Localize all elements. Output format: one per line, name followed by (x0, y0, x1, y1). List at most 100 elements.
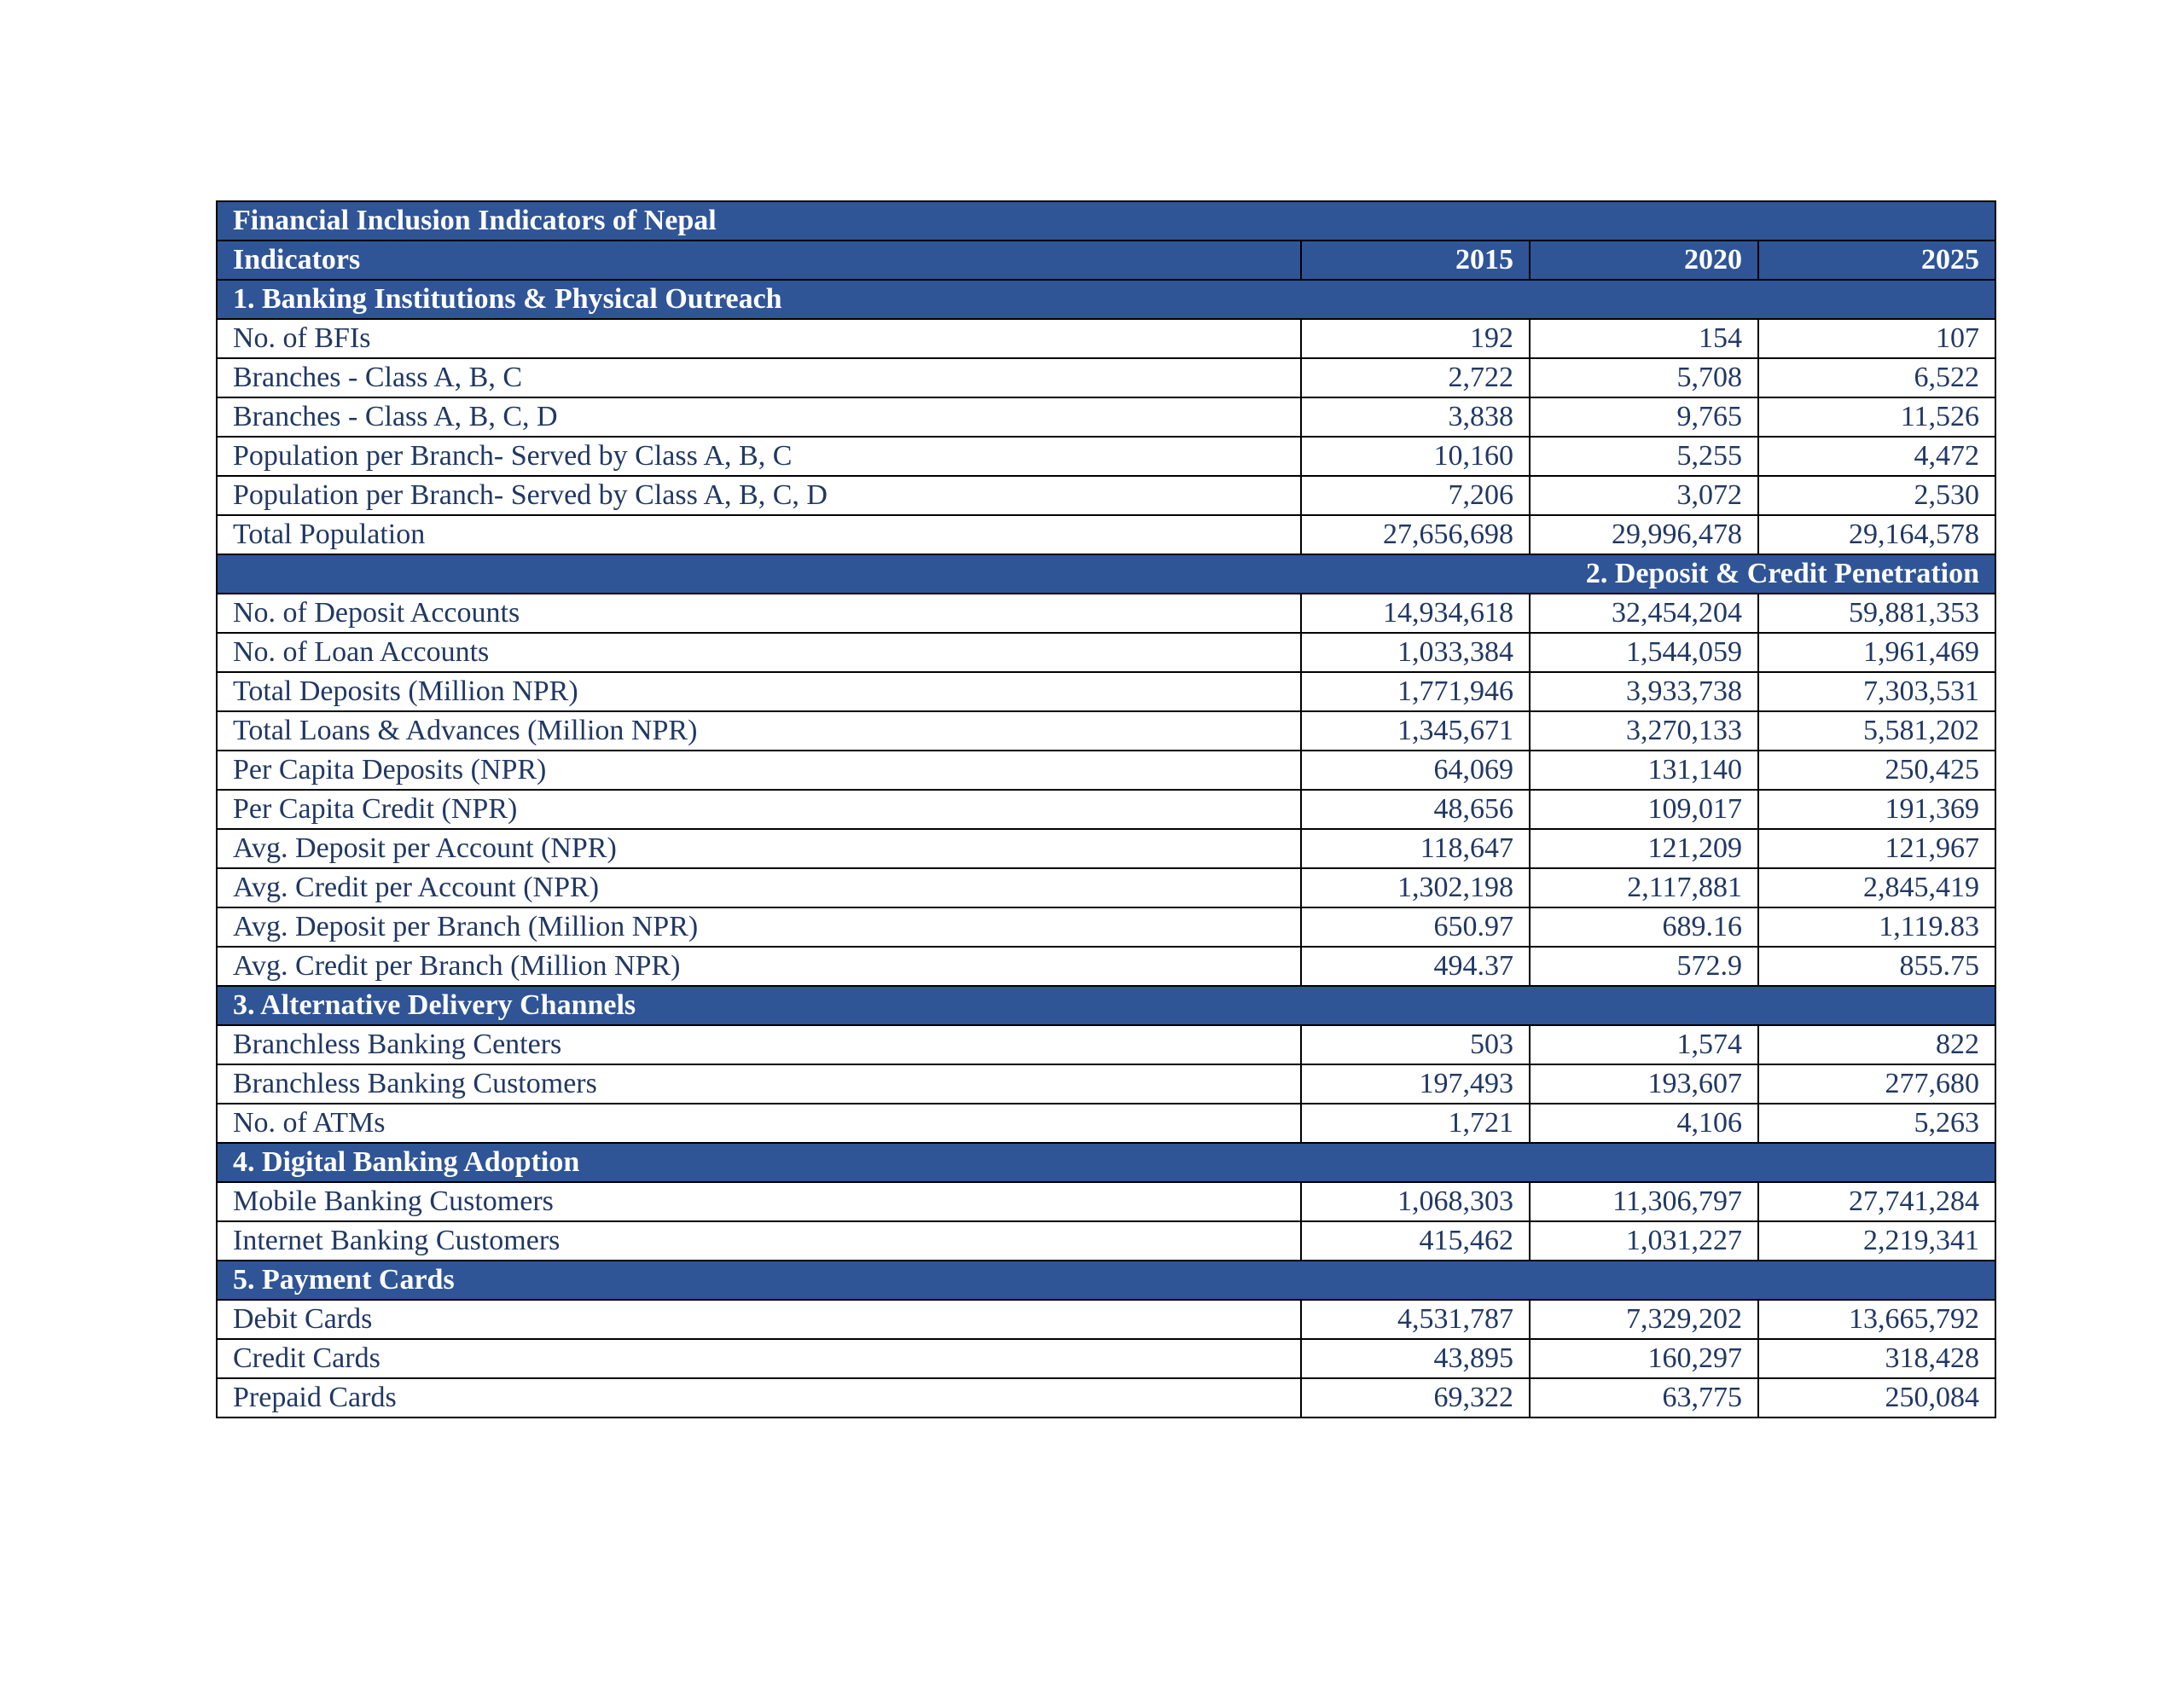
value-cell-2025: 250,425 (1757, 750, 1996, 791)
section-title: 5. Payment Cards (217, 1260, 1995, 1301)
value-cell-2020: 9,765 (1529, 397, 1759, 438)
value-cell-2015: 503 (1300, 1024, 1531, 1065)
value-cell-2025: 2,219,341 (1757, 1220, 1996, 1261)
value-cell-2025: 277,680 (1757, 1064, 1996, 1104)
value-cell-2025: 6,522 (1757, 357, 1996, 398)
value-cell-2025: 59,881,353 (1757, 593, 1996, 634)
value-cell-2015: 197,493 (1300, 1064, 1531, 1104)
value-cell-2025: 27,741,284 (1757, 1181, 1996, 1222)
table-row: No. of Loan Accounts 1,033,384 1,544,059 1,… (216, 632, 1996, 673)
indicator-label: Credit Cards (216, 1338, 1302, 1379)
indicator-label: Avg. Deposit per Account (NPR) (216, 828, 1302, 869)
section-header-row: 5. Payment Cards (217, 1260, 1995, 1301)
value-cell-2015: 118,647 (1300, 828, 1531, 869)
header-indicators: Indicators (216, 240, 1302, 281)
indicator-label: No. of BFIs (216, 318, 1302, 359)
indicator-label: Per Capita Deposits (NPR) (216, 750, 1302, 791)
value-cell-2015: 494.37 (1300, 946, 1531, 987)
table-header-row: Indicators 2015 2020 2025 (216, 240, 1996, 281)
value-cell-2025: 2,845,419 (1757, 867, 1996, 908)
value-cell-2015: 3,838 (1300, 397, 1531, 438)
table-row: Branchless Banking Customers 197,493 193,6… (216, 1064, 1996, 1104)
indicator-label: Avg. Credit per Account (NPR) (216, 867, 1302, 908)
value-cell-2020: 11,306,797 (1529, 1181, 1759, 1222)
table-title: Financial Inclusion Indicators of Nepal (217, 201, 1995, 241)
indicator-label: Branchless Banking Centers (216, 1024, 1302, 1065)
value-cell-2015: 1,345,671 (1300, 710, 1531, 751)
value-cell-2025: 5,581,202 (1757, 710, 1996, 751)
table-row: Total Population 27,656,698 29,996,478 29,1… (216, 514, 1996, 555)
value-cell-2020: 7,329,202 (1529, 1299, 1759, 1340)
value-cell-2015: 10,160 (1300, 436, 1531, 477)
table-row: Branchless Banking Centers 503 1,574 822 (216, 1024, 1996, 1065)
value-cell-2020: 5,255 (1529, 436, 1759, 477)
value-cell-2015: 27,656,698 (1300, 514, 1531, 555)
value-cell-2015: 7,206 (1300, 475, 1531, 516)
table-row: Avg. Deposit per Branch (Million NPR) 650… (216, 907, 1996, 948)
value-cell-2015: 64,069 (1300, 750, 1531, 791)
header-year-2015: 2015 (1300, 240, 1531, 281)
table-row: Internet Banking Customers 415,462 1,031,2… (216, 1220, 1996, 1261)
table-row: Total Deposits (Million NPR) 1,771,946 3,9… (216, 671, 1996, 712)
value-cell-2015: 43,895 (1300, 1338, 1531, 1379)
value-cell-2025: 250,084 (1757, 1377, 1996, 1418)
value-cell-2015: 192 (1300, 318, 1531, 359)
value-cell-2020: 3,072 (1529, 475, 1759, 516)
table-row: Prepaid Cards 69,322 63,775 250,084 (216, 1377, 1996, 1418)
value-cell-2020: 131,140 (1529, 750, 1759, 791)
indicator-label: Debit Cards (216, 1299, 1302, 1340)
table-row: Branches - Class A, B, C, D 3,838 9,765 11,… (216, 397, 1996, 438)
value-cell-2020: 63,775 (1529, 1377, 1759, 1418)
value-cell-2025: 855.75 (1757, 946, 1996, 987)
value-cell-2015: 14,934,618 (1300, 593, 1531, 634)
header-year-2025: 2025 (1757, 240, 1996, 281)
table-row: No. of Deposit Accounts 14,934,618 32,454,… (216, 593, 1996, 634)
value-cell-2015: 650.97 (1300, 907, 1531, 948)
value-cell-2015: 415,462 (1300, 1220, 1531, 1261)
table-row: Per Capita Credit (NPR) 48,656 109,017 191,… (216, 789, 1996, 830)
value-cell-2020: 1,574 (1529, 1024, 1759, 1065)
value-cell-2020: 572.9 (1529, 946, 1759, 987)
value-cell-2025: 1,961,469 (1757, 632, 1996, 673)
section-title: 4. Digital Banking Adoption (217, 1142, 1995, 1183)
value-cell-2015: 1,721 (1300, 1103, 1531, 1144)
indicator-label: Avg. Deposit per Branch (Million NPR) (216, 907, 1302, 948)
value-cell-2020: 5,708 (1529, 357, 1759, 398)
section-header-row: 2. Deposit & Credit Penetration (217, 554, 1995, 594)
value-cell-2015: 48,656 (1300, 789, 1531, 830)
indicators-table-container: Financial Inclusion Indicators of Nepal … (216, 200, 1996, 1418)
value-cell-2025: 13,665,792 (1757, 1299, 1996, 1340)
section-header-row: 3. Alternative Delivery Channels (217, 985, 1995, 1026)
value-cell-2025: 5,263 (1757, 1103, 1996, 1144)
value-cell-2020: 160,297 (1529, 1338, 1759, 1379)
value-cell-2015: 1,068,303 (1300, 1181, 1531, 1222)
value-cell-2020: 1,031,227 (1529, 1220, 1759, 1261)
indicator-label: Population per Branch- Served by Class A… (216, 436, 1302, 477)
value-cell-2025: 29,164,578 (1757, 514, 1996, 555)
financial-inclusion-table: Financial Inclusion Indicators of Nepal … (216, 200, 1996, 1418)
indicator-label: Branches - Class A, B, C (216, 357, 1302, 398)
value-cell-2020: 4,106 (1529, 1103, 1759, 1144)
value-cell-2020: 193,607 (1529, 1064, 1759, 1104)
value-cell-2025: 318,428 (1757, 1338, 1996, 1379)
section-header-row: 4. Digital Banking Adoption (217, 1142, 1995, 1183)
table-row: Population per Branch- Served by Class A… (216, 475, 1996, 516)
table-row: Branches - Class A, B, C 2,722 5,708 6,522 (216, 357, 1996, 398)
value-cell-2015: 1,302,198 (1300, 867, 1531, 908)
value-cell-2025: 822 (1757, 1024, 1996, 1065)
value-cell-2020: 109,017 (1529, 789, 1759, 830)
indicator-label: No. of ATMs (216, 1103, 1302, 1144)
indicator-label: Total Population (216, 514, 1302, 555)
table-row: Per Capita Deposits (NPR) 64,069 131,140 25… (216, 750, 1996, 791)
table-row: Total Loans & Advances (Million NPR) 1,34… (216, 710, 1996, 751)
table-row: Mobile Banking Customers 1,068,303 11,306,… (216, 1181, 1996, 1222)
value-cell-2020: 2,117,881 (1529, 867, 1759, 908)
section-title: 2. Deposit & Credit Penetration (217, 554, 1995, 594)
value-cell-2020: 3,270,133 (1529, 710, 1759, 751)
value-cell-2025: 4,472 (1757, 436, 1996, 477)
value-cell-2025: 11,526 (1757, 397, 1996, 438)
section-header-row: 1. Banking Institutions & Physical Outre… (217, 279, 1995, 320)
value-cell-2025: 1,119.83 (1757, 907, 1996, 948)
table-row: Debit Cards 4,531,787 7,329,202 13,665,792 (216, 1299, 1996, 1340)
table-row: No. of BFIs 192 154 107 (216, 318, 1996, 359)
